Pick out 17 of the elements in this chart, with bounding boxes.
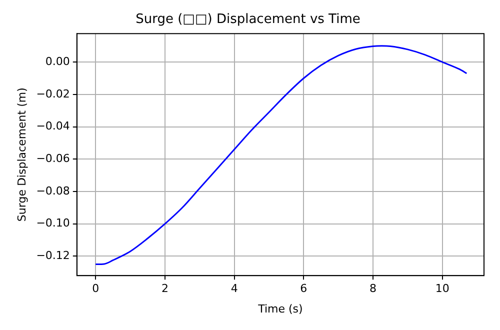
line-series bbox=[94, 45, 468, 266]
x-axis-title: Time (s) bbox=[257, 302, 303, 316]
x-tick-label: 2 bbox=[161, 282, 168, 296]
x-tick-label: 8 bbox=[370, 282, 377, 296]
y-tick-label: −0.12 bbox=[36, 249, 70, 262]
x-tick-label: 4 bbox=[230, 282, 238, 296]
x-tick-label: 0 bbox=[92, 282, 100, 296]
x-tick-label: 6 bbox=[300, 282, 308, 296]
y-tick-label: 0.00 bbox=[45, 54, 70, 68]
y-tick-label: −0.04 bbox=[36, 120, 70, 133]
y-axis-title: Surge Displacement (m) bbox=[15, 88, 28, 222]
x-tick-label: 10 bbox=[435, 282, 450, 296]
y-tick-label: −0.10 bbox=[36, 216, 70, 230]
y-tick-label: −0.06 bbox=[36, 152, 70, 165]
y-tick-label: −0.08 bbox=[36, 184, 70, 198]
chart-title: Surge (□□) Displacement vs Time bbox=[136, 12, 360, 28]
y-tick-label: −0.02 bbox=[36, 87, 70, 100]
